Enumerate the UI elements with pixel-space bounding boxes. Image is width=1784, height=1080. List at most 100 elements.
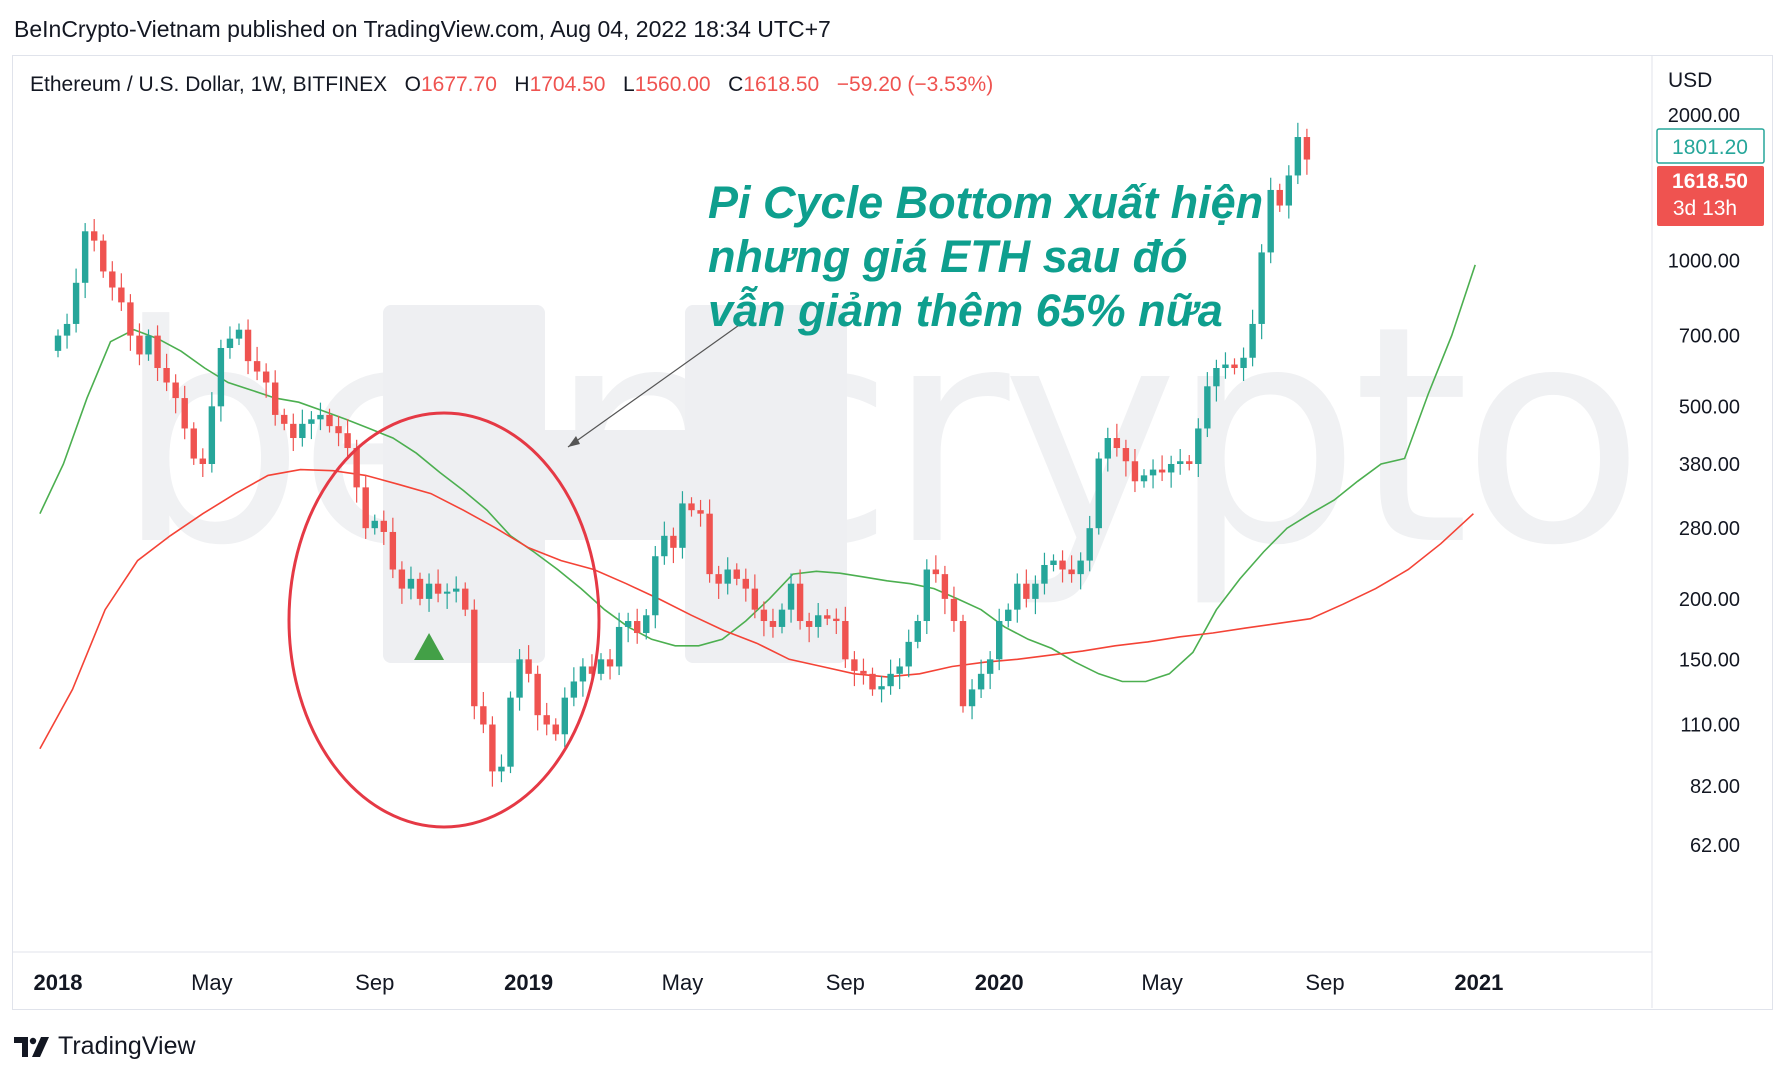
candle xyxy=(615,612,623,676)
y-tick-label: 1000.00 xyxy=(1668,251,1740,273)
symbol-label[interactable]: Ethereum / U.S. Dollar, 1W, BITFINEX xyxy=(30,73,388,96)
open-value: 1677.70 xyxy=(420,73,497,96)
candle xyxy=(1285,165,1292,219)
candle xyxy=(869,667,876,696)
last-price-tag xyxy=(1657,166,1764,226)
candle xyxy=(1104,427,1111,472)
x-tick-label: Sep xyxy=(1305,970,1344,995)
y-tick-label: 62.00 xyxy=(1690,835,1740,857)
annotation-text: Pi Cycle Bottom xuất hiện nhưng giá ETH … xyxy=(708,176,1263,338)
candle xyxy=(127,294,134,351)
pi-cycle-bottom-marker xyxy=(414,633,445,660)
candle xyxy=(1131,449,1139,493)
candle xyxy=(299,409,306,447)
candle xyxy=(398,561,406,604)
tradingview-logo-icon xyxy=(14,1036,49,1057)
y-tick-label: 380.00 xyxy=(1679,454,1740,476)
candle xyxy=(1050,554,1057,572)
candle xyxy=(570,667,578,707)
candle xyxy=(1041,552,1048,595)
last-price-tag-text: 1618.50 xyxy=(1672,170,1748,193)
candle xyxy=(407,566,415,600)
candle xyxy=(136,323,143,366)
candle xyxy=(1231,358,1238,375)
change-value: −59.20 (−3.53%) xyxy=(836,73,994,96)
candle xyxy=(1140,469,1148,488)
candle xyxy=(914,614,921,649)
candle xyxy=(217,339,225,422)
candle xyxy=(1240,347,1247,382)
x-tick-label: May xyxy=(662,970,704,995)
candle xyxy=(977,659,985,698)
annotation-line-2: nhưng giá ETH sau đó xyxy=(708,231,1188,282)
annotations xyxy=(287,322,743,829)
y-tick-label: 700.00 xyxy=(1679,326,1740,348)
price-axis[interactable]: 2000.00 1000.00 700.00 500.00 380.00 280.00 20… xyxy=(1668,105,1740,857)
candle xyxy=(1077,552,1084,590)
candle xyxy=(679,491,686,559)
candle xyxy=(443,583,451,609)
candle xyxy=(480,692,487,734)
candle xyxy=(326,408,333,433)
candle xyxy=(543,702,550,736)
candle xyxy=(1303,128,1311,175)
candle xyxy=(163,353,170,392)
candle xyxy=(1276,183,1283,212)
candle xyxy=(118,273,125,311)
candle xyxy=(453,576,460,603)
candle xyxy=(272,370,279,426)
candle xyxy=(778,603,786,634)
candle xyxy=(1258,244,1265,340)
x-tick-label: Sep xyxy=(826,970,865,995)
currency-label[interactable]: USD xyxy=(1668,69,1713,92)
candle xyxy=(1113,423,1121,457)
candle xyxy=(1213,359,1220,402)
candle xyxy=(154,325,161,382)
y-tick-label: 500.00 xyxy=(1679,396,1740,418)
candle xyxy=(308,411,315,440)
moving-averages xyxy=(39,264,1476,750)
candle xyxy=(208,392,216,473)
candle xyxy=(815,603,822,638)
candle xyxy=(489,716,496,787)
candle xyxy=(950,586,958,632)
candle xyxy=(100,234,107,278)
y-tick-label: 82.00 xyxy=(1690,776,1740,798)
annotation-arrow-head xyxy=(568,436,580,447)
candle xyxy=(434,569,442,603)
chart-frame[interactable] xyxy=(12,55,1773,1010)
candle xyxy=(1204,372,1211,438)
candle xyxy=(344,418,351,457)
candle xyxy=(996,608,1003,671)
candle xyxy=(380,510,387,545)
candle xyxy=(72,268,80,333)
candle xyxy=(561,687,568,748)
candle xyxy=(226,326,234,359)
candle xyxy=(624,612,632,643)
candle xyxy=(416,572,424,606)
candle xyxy=(63,313,71,349)
candle xyxy=(896,658,903,690)
candle xyxy=(290,413,297,452)
price-chart[interactable]: beincrypto 2000.001000.00700.00500.00380… xyxy=(0,0,1784,1010)
annotation-arrow xyxy=(567,322,743,448)
candle xyxy=(1167,455,1175,488)
ma-slow-line xyxy=(39,468,1474,750)
time-axis[interactable]: 2018 May Sep 2019 May Sep 2020 May Sep 2021 xyxy=(34,970,1504,995)
candle xyxy=(787,573,795,623)
candle xyxy=(1222,352,1229,379)
candle xyxy=(1014,573,1021,623)
candle xyxy=(968,679,976,720)
candle xyxy=(842,606,849,668)
candle xyxy=(634,608,641,644)
close-label: C xyxy=(728,73,744,96)
tradingview-logo[interactable]: TradingView xyxy=(14,1032,196,1061)
highlight-circle xyxy=(287,411,601,829)
ma-price-tag xyxy=(1656,128,1765,164)
candle xyxy=(742,568,749,602)
y-tick-label: 2000.00 xyxy=(1668,105,1740,127)
candle xyxy=(688,497,695,517)
candle xyxy=(199,448,206,477)
candle xyxy=(190,422,197,465)
x-tick-label: May xyxy=(191,970,233,995)
